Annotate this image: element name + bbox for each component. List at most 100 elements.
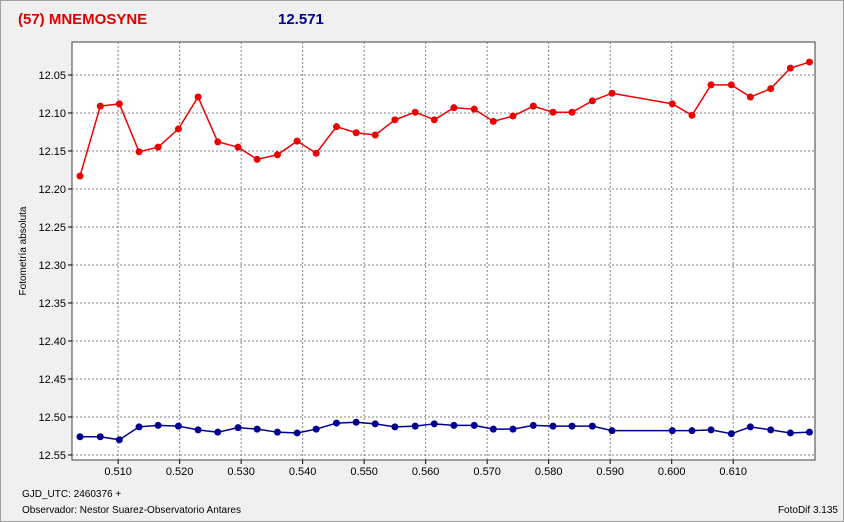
- y-tick-label: 12.35: [38, 298, 66, 310]
- data-point: [668, 427, 676, 435]
- x-tick-label: 0.570: [473, 466, 501, 478]
- y-tick-label: 12.30: [38, 260, 66, 272]
- data-point: [727, 81, 735, 89]
- data-point: [332, 123, 340, 131]
- y-tick-label: 12.45: [38, 374, 66, 386]
- data-point: [727, 430, 735, 438]
- data-point: [76, 172, 84, 180]
- data-point: [588, 97, 596, 105]
- y-tick-label: 12.05: [38, 70, 66, 82]
- data-point: [352, 129, 360, 137]
- data-point: [608, 427, 616, 435]
- data-point: [273, 151, 281, 159]
- chart-title: (57) MNEMOSYNE: [18, 11, 147, 28]
- data-point: [489, 425, 497, 433]
- data-point: [391, 116, 399, 124]
- data-point: [411, 422, 419, 430]
- x-tick-label: 0.530: [227, 466, 255, 478]
- y-tick-label: 12.15: [38, 146, 66, 158]
- data-point: [767, 85, 775, 93]
- data-point: [371, 420, 379, 428]
- x-tick-label: 0.610: [719, 466, 747, 478]
- data-point: [608, 89, 616, 97]
- x-tick-label: 0.550: [350, 466, 378, 478]
- data-point: [767, 426, 775, 434]
- data-point: [293, 429, 301, 437]
- data-point: [549, 422, 557, 430]
- x-tick-label: 0.510: [104, 466, 132, 478]
- x-tick-label: 0.580: [535, 466, 563, 478]
- data-point: [588, 422, 596, 430]
- data-point: [805, 428, 813, 436]
- data-point: [450, 421, 458, 429]
- software-label: FotoDif 3.135: [778, 505, 838, 516]
- data-point: [470, 421, 478, 429]
- data-point: [174, 422, 182, 430]
- x-tick-label: 0.600: [658, 466, 686, 478]
- data-point: [549, 108, 557, 116]
- x-tick-label: 0.540: [289, 466, 317, 478]
- plot-area: [71, 41, 816, 461]
- data-point: [568, 108, 576, 116]
- x-tick-label: 0.590: [596, 466, 624, 478]
- data-point: [312, 425, 320, 433]
- x-tick-label: 0.520: [166, 466, 194, 478]
- data-point: [332, 419, 340, 427]
- data-point: [234, 424, 242, 432]
- data-point: [707, 426, 715, 434]
- y-tick-label: 12.55: [38, 450, 66, 462]
- data-point: [174, 125, 182, 133]
- y-tick-label: 12.25: [38, 222, 66, 234]
- data-point: [253, 155, 261, 163]
- data-point: [214, 428, 222, 436]
- y-tick-label: 12.10: [38, 108, 66, 120]
- y-axis-label: Fotometría absoluta: [18, 206, 29, 295]
- data-point: [746, 93, 754, 101]
- data-point: [371, 131, 379, 139]
- data-point: [352, 418, 360, 426]
- data-point: [194, 93, 202, 101]
- data-point: [688, 427, 696, 435]
- data-point: [96, 433, 104, 441]
- y-tick-label: 12.50: [38, 412, 66, 424]
- data-point: [391, 423, 399, 431]
- data-point: [688, 111, 696, 119]
- y-tick-label: 12.40: [38, 336, 66, 348]
- data-point: [668, 100, 676, 108]
- series-line: [79, 61, 810, 177]
- data-point: [430, 420, 438, 428]
- data-point: [746, 423, 754, 431]
- chart-subtitle: 12.571: [278, 11, 324, 28]
- data-point: [430, 116, 438, 124]
- y-tick-label: 12.20: [38, 184, 66, 196]
- data-point: [312, 149, 320, 157]
- data-point: [154, 421, 162, 429]
- data-point: [568, 422, 576, 430]
- data-point: [411, 108, 419, 116]
- data-point: [805, 58, 813, 66]
- data-point: [96, 102, 104, 110]
- x-tick-label: 0.560: [412, 466, 440, 478]
- data-point: [115, 100, 123, 108]
- data-point: [489, 117, 497, 125]
- data-point: [273, 428, 281, 436]
- data-point: [115, 436, 123, 444]
- data-point: [135, 423, 143, 431]
- data-point: [194, 426, 202, 434]
- data-point: [253, 425, 261, 433]
- data-point: [509, 112, 517, 120]
- data-point: [214, 138, 222, 146]
- data-point: [786, 64, 794, 72]
- data-point: [450, 104, 458, 112]
- data-point: [76, 433, 84, 441]
- data-point: [529, 102, 537, 110]
- data-point: [509, 425, 517, 433]
- data-point: [470, 105, 478, 113]
- x-axis-label: GJD_UTC: 2460376 +: [22, 489, 121, 500]
- data-point: [786, 429, 794, 437]
- data-point: [135, 148, 143, 156]
- data-point: [154, 143, 162, 151]
- data-point: [293, 137, 301, 145]
- data-point: [529, 421, 537, 429]
